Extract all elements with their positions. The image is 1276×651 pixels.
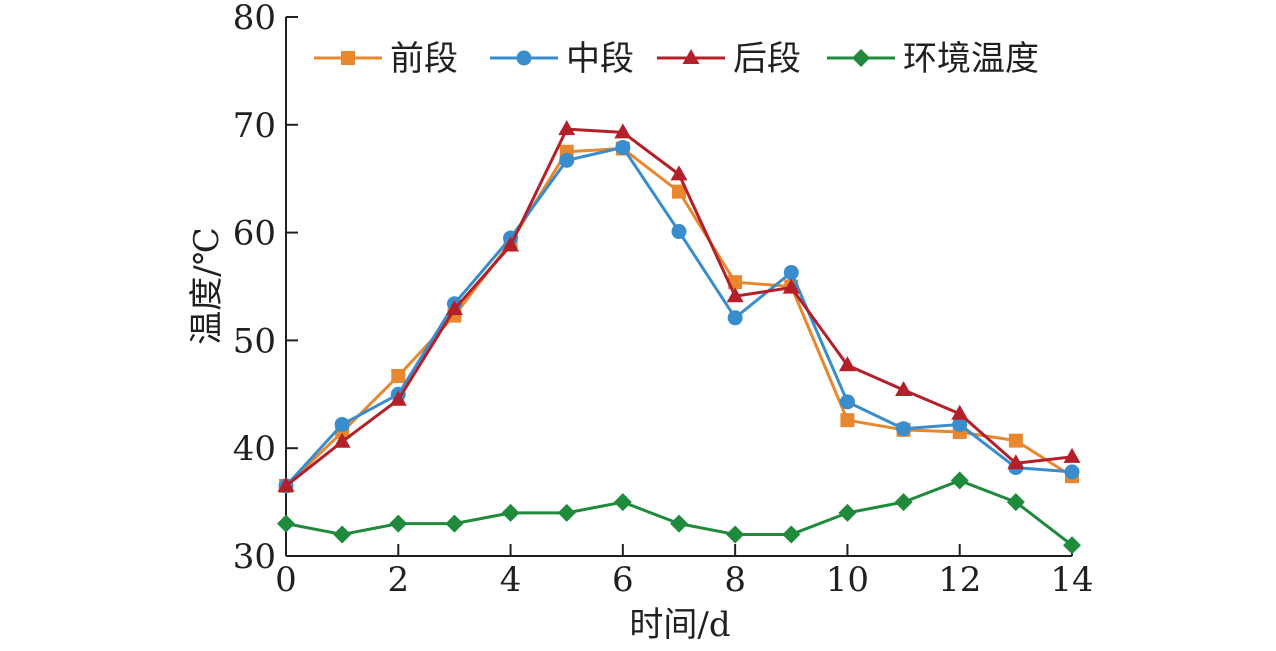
x-tick-label: 14 (1050, 560, 1093, 600)
legend-label: 后段 (733, 39, 801, 79)
data-point (391, 368, 406, 383)
legend-marker (516, 50, 532, 66)
data-point (726, 525, 745, 544)
data-point (333, 432, 351, 448)
x-tick-label: 8 (724, 560, 746, 600)
data-point (1007, 454, 1025, 470)
y-tick-label: 60 (233, 214, 276, 254)
data-point (727, 310, 743, 326)
legend-item-2: 中段 (490, 39, 634, 79)
data-point (445, 514, 464, 533)
legend-item-3: 后段 (657, 39, 801, 79)
y-axis-title: 温度/℃ (187, 227, 227, 345)
legend-marker (852, 49, 870, 67)
x-tick-label: 6 (612, 560, 634, 600)
legend-label: 前段 (390, 39, 458, 79)
data-point (559, 152, 575, 168)
data-point (840, 413, 855, 428)
data-point (896, 421, 912, 437)
data-point (726, 287, 744, 303)
x-tick-label: 10 (826, 560, 869, 600)
data-point (951, 404, 969, 420)
legend-item-4: 环境温度 (827, 39, 1039, 79)
y-tick-label: 30 (233, 537, 276, 577)
data-point (615, 139, 631, 155)
data-point (671, 224, 687, 240)
x-tick-label: 2 (387, 560, 409, 600)
series-1 (279, 141, 1079, 493)
data-point (1006, 493, 1025, 512)
data-point (895, 380, 913, 396)
data-point (1008, 433, 1023, 448)
data-point (1064, 464, 1080, 480)
data-point (783, 264, 799, 280)
y-tick-label: 70 (233, 106, 276, 146)
data-point (277, 514, 295, 533)
axes: 30 40 50 60 70 80 0 2 4 6 8 10 12 14 (233, 0, 1094, 600)
data-point (670, 165, 688, 181)
data-point (501, 503, 520, 522)
data-point (389, 514, 408, 533)
data-point (557, 503, 576, 522)
series-4 (277, 471, 1081, 555)
data-point (838, 356, 856, 372)
series-3 (277, 120, 1081, 492)
data-point (333, 525, 352, 544)
data-point (950, 471, 969, 490)
legend-marker (341, 51, 355, 65)
y-tick-label: 80 (233, 0, 276, 38)
legend: 前段 中段 后段 环境温度 (314, 39, 1039, 79)
series-line (285, 479, 1073, 547)
x-tick-label: 12 (938, 560, 981, 600)
y-tick-label: 40 (233, 429, 276, 469)
series-layer (277, 120, 1081, 555)
x-axis-title: 时间/d (629, 605, 730, 645)
data-point (1063, 536, 1081, 555)
legend-label: 环境温度 (903, 39, 1039, 79)
legend-item-1: 前段 (314, 39, 458, 79)
data-point (670, 514, 688, 533)
data-point (782, 525, 801, 544)
data-point (894, 493, 913, 512)
x-tick-label: 4 (500, 560, 522, 600)
data-point (782, 278, 800, 294)
data-point (613, 493, 632, 512)
y-tick-label: 50 (233, 321, 276, 361)
data-point (445, 300, 463, 316)
data-point (838, 503, 857, 522)
data-point (502, 236, 520, 252)
data-point (614, 123, 632, 139)
data-point (334, 416, 350, 432)
data-point (389, 390, 407, 406)
data-point (558, 120, 576, 136)
data-point (1063, 447, 1081, 463)
x-tick-label: 0 (275, 560, 297, 600)
data-point (839, 394, 855, 410)
legend-label: 中段 (566, 39, 634, 79)
data-point (672, 184, 686, 199)
data-point (277, 476, 295, 492)
legend-marker (682, 49, 700, 64)
data-point (952, 416, 968, 432)
